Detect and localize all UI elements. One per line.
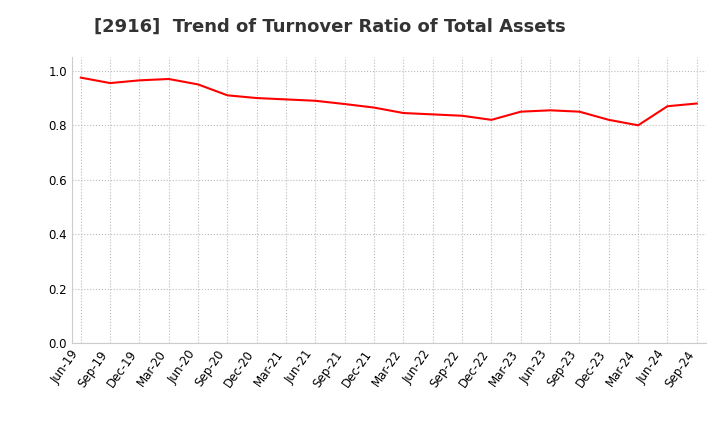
Text: [2916]  Trend of Turnover Ratio of Total Assets: [2916] Trend of Turnover Ratio of Total … [94, 18, 565, 36]
